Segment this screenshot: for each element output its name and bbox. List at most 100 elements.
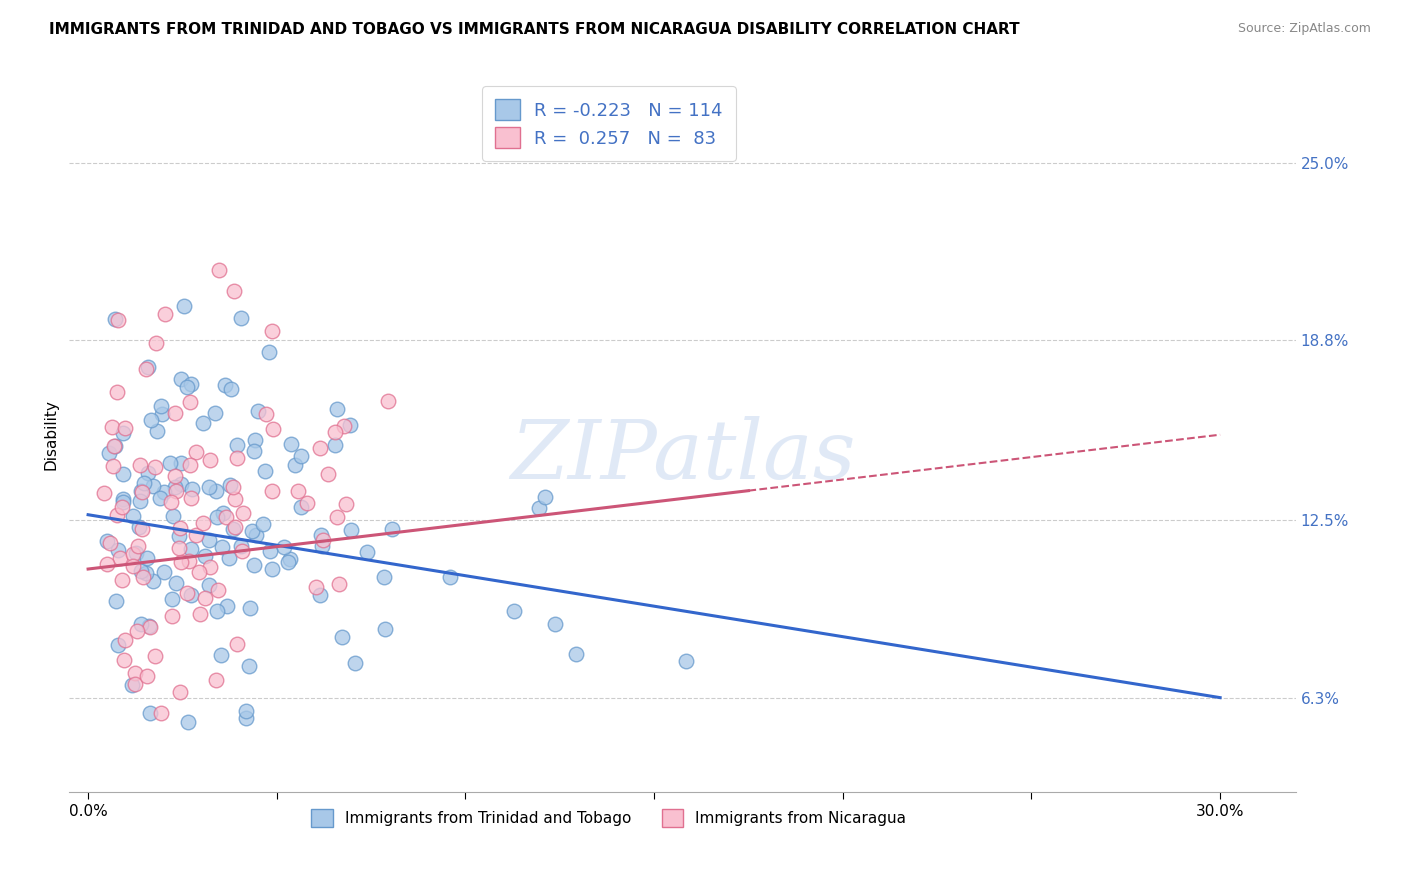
Point	[188, 607, 211, 621]
Point	[104, 312, 127, 326]
Text: IMMIGRANTS FROM TRINIDAD AND TOBAGO VS IMMIGRANTS FROM NICARAGUA DISABILITY CORR: IMMIGRANTS FROM TRINIDAD AND TOBAGO VS I…	[49, 22, 1019, 37]
Point	[129, 564, 152, 578]
Point	[312, 533, 335, 547]
Point	[260, 562, 283, 576]
Point	[205, 483, 228, 498]
Point	[373, 570, 395, 584]
Point	[122, 547, 145, 561]
Point	[122, 508, 145, 523]
Point	[169, 684, 191, 698]
Point	[221, 480, 243, 494]
Point	[180, 541, 202, 556]
Point	[162, 509, 184, 524]
Point	[169, 456, 191, 470]
Point	[111, 494, 134, 508]
Point	[177, 714, 200, 729]
Point	[290, 500, 312, 515]
Point	[207, 582, 229, 597]
Point	[127, 539, 149, 553]
Point	[159, 456, 181, 470]
Point	[180, 491, 202, 505]
Point	[217, 599, 239, 614]
Point	[218, 550, 240, 565]
Point	[114, 421, 136, 435]
Point	[224, 492, 246, 507]
Point	[131, 522, 153, 536]
Point	[135, 361, 157, 376]
Point	[101, 458, 124, 473]
Point	[344, 656, 367, 670]
Point	[181, 483, 204, 497]
Point	[214, 378, 236, 392]
Point	[105, 384, 128, 399]
Point	[356, 545, 378, 559]
Point	[209, 648, 232, 662]
Point	[152, 484, 174, 499]
Point	[235, 711, 257, 725]
Point	[235, 704, 257, 718]
Point	[252, 516, 274, 531]
Point	[97, 445, 120, 459]
Point	[107, 313, 129, 327]
Text: ZIPatlas: ZIPatlas	[509, 417, 855, 496]
Point	[107, 638, 129, 652]
Point	[152, 565, 174, 579]
Point	[243, 434, 266, 448]
Point	[93, 486, 115, 500]
Point	[165, 576, 187, 591]
Point	[191, 417, 214, 431]
Point	[179, 395, 201, 409]
Point	[96, 534, 118, 549]
Point	[323, 438, 346, 452]
Point	[128, 520, 150, 534]
Point	[173, 300, 195, 314]
Point	[332, 630, 354, 644]
Point	[305, 580, 328, 594]
Point	[309, 588, 332, 602]
Point	[238, 659, 260, 673]
Point	[165, 406, 187, 420]
Point	[132, 570, 155, 584]
Text: Source: ZipAtlas.com: Source: ZipAtlas.com	[1237, 22, 1371, 36]
Point	[204, 406, 226, 420]
Point	[125, 546, 148, 560]
Point	[100, 420, 122, 434]
Point	[142, 574, 165, 588]
Point	[335, 497, 357, 511]
Point	[208, 263, 231, 277]
Legend: Immigrants from Trinidad and Tobago, Immigrants from Nicaragua: Immigrants from Trinidad and Tobago, Imm…	[304, 801, 914, 834]
Point	[143, 648, 166, 663]
Point	[135, 551, 157, 566]
Point	[243, 444, 266, 458]
Point	[229, 539, 252, 553]
Point	[273, 540, 295, 554]
Point	[122, 559, 145, 574]
Point	[138, 619, 160, 633]
Point	[207, 510, 229, 524]
Point	[262, 422, 284, 436]
Point	[103, 439, 125, 453]
Point	[163, 480, 186, 494]
Point	[167, 541, 190, 555]
Point	[169, 521, 191, 535]
Point	[179, 554, 201, 568]
Point	[139, 413, 162, 427]
Point	[215, 509, 238, 524]
Point	[226, 451, 249, 466]
Point	[374, 622, 396, 636]
Point	[225, 438, 247, 452]
Point	[170, 372, 193, 386]
Point	[170, 555, 193, 569]
Point	[124, 666, 146, 681]
Point	[105, 508, 128, 523]
Point	[107, 543, 129, 558]
Point	[243, 558, 266, 572]
Point	[565, 647, 588, 661]
Point	[129, 494, 152, 508]
Point	[150, 408, 173, 422]
Point	[194, 549, 217, 563]
Point	[132, 476, 155, 491]
Point	[527, 500, 550, 515]
Point	[125, 624, 148, 638]
Point	[308, 441, 330, 455]
